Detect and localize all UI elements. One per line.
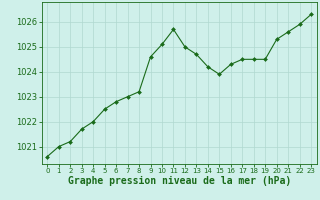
X-axis label: Graphe pression niveau de la mer (hPa): Graphe pression niveau de la mer (hPa) [68, 176, 291, 186]
